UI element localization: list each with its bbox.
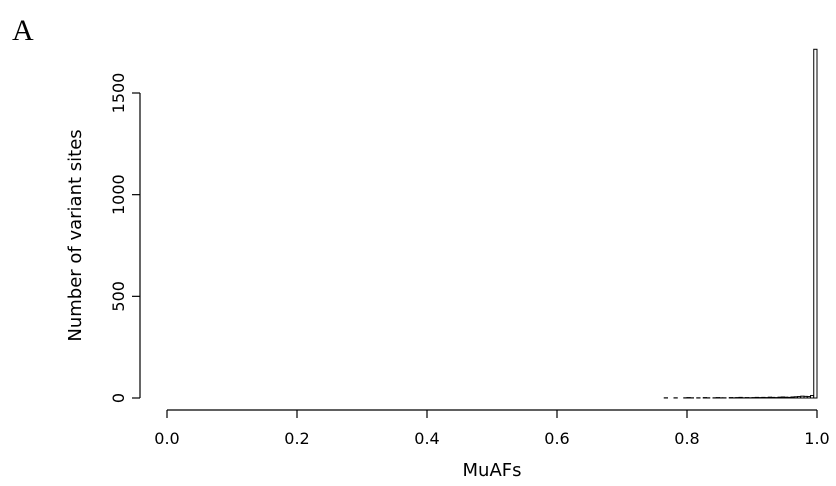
- x-tick-label: 0.8: [674, 429, 699, 448]
- x-tick-label: 1.0: [804, 429, 829, 448]
- x-tick-label: 0.4: [414, 429, 439, 448]
- y-axis: 0 500 1000 1500: [109, 73, 141, 403]
- x-tick-label: 0.6: [544, 429, 569, 448]
- x-tick-label: 0.2: [284, 429, 309, 448]
- y-tick-label: 1500: [109, 73, 128, 114]
- histogram-bars: [663, 48, 818, 399]
- x-tick-label: 0.0: [154, 429, 179, 448]
- y-tick-label: 500: [109, 281, 128, 312]
- y-tick-label: 0: [109, 393, 128, 403]
- panel-label: A: [12, 14, 34, 47]
- y-axis-title: Number of variant sites: [65, 129, 86, 341]
- x-axis: 0.0 0.2 0.4 0.6 0.8 1.0: [154, 409, 830, 448]
- y-tick-label: 1000: [109, 174, 128, 215]
- histogram-bar: [813, 48, 818, 399]
- x-axis-title: MuAFs: [463, 460, 522, 481]
